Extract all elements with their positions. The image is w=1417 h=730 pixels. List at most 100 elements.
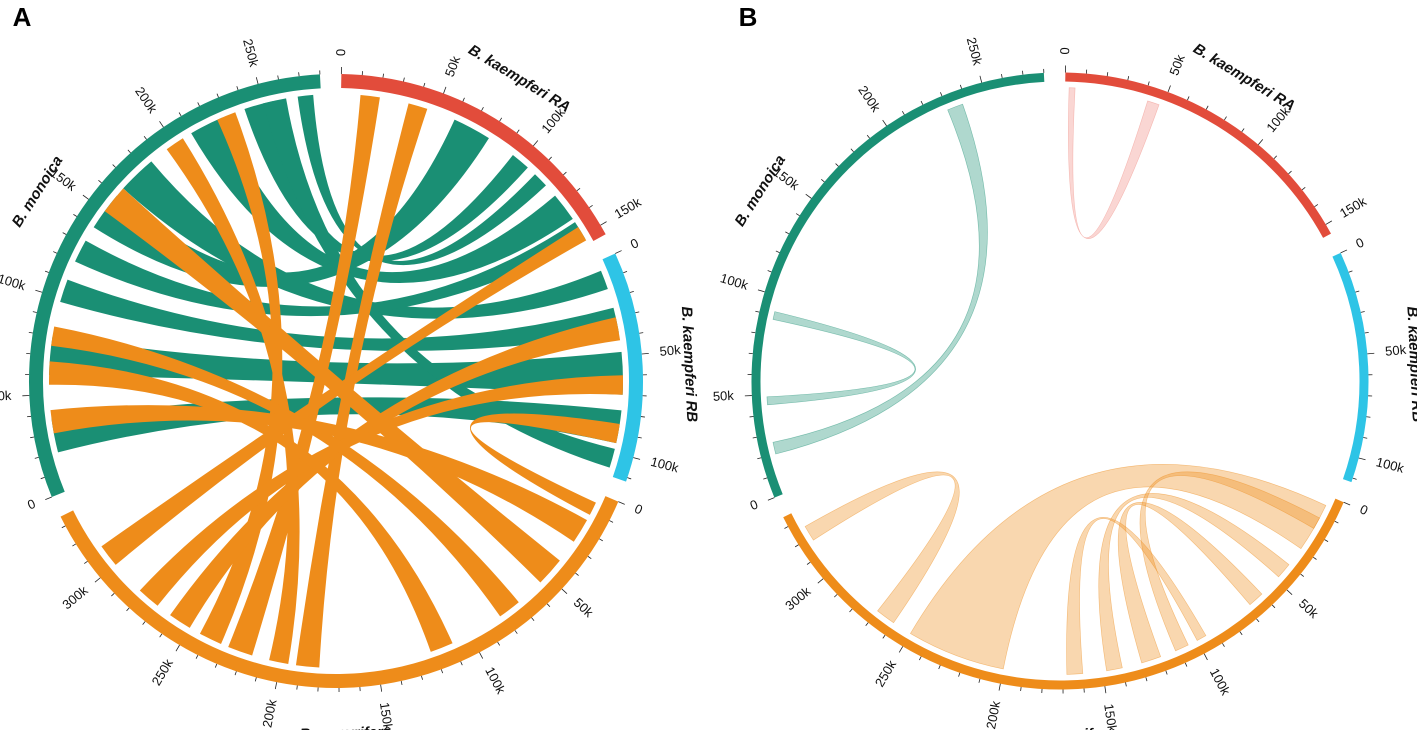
link-b-papyrifera-to-b-monoica [104,188,560,583]
tick-mark [850,148,854,153]
genome-band-b-kaempferi-rb [602,253,643,482]
tick-mark [919,656,922,661]
tick-mark [178,112,182,117]
link-b-papyrifera-to-b-monoica [166,138,300,664]
tick-label: 150k [377,701,396,730]
tick-mark [637,436,642,439]
tick-mark [533,140,539,147]
link-b-monoica-to-b-kaempferi-ra [297,94,546,266]
link-b-monoica-to-b-kaempferi-rb [49,336,624,395]
tick-mark [127,149,131,154]
genome-label-b-kaempferi-ra: B. kaempferi RA [465,41,573,116]
tick-mark [255,77,259,85]
genome-band-b-kaempferi-rb [1332,252,1369,483]
tick-label: 50k [571,595,597,621]
link-b-monoica-to-b-monoica [766,311,916,406]
tick-mark [1334,520,1339,524]
tick-mark [111,593,115,597]
tick-mark [84,560,88,564]
tick-mark [1106,72,1109,77]
link-b-monoica-to-b-kaempferi-ra [75,222,586,317]
tick-mark [1367,352,1375,355]
tick-mark [1147,81,1150,86]
tick-mark [775,250,780,253]
links-group [766,87,1327,675]
link-b-monoica-to-b-kaempferi-rb [60,279,619,351]
tick-mark [175,644,180,652]
links-group [48,94,624,668]
tick-mark [615,250,622,254]
tick-mark [44,270,49,273]
tick-mark [382,73,384,78]
tick-mark [1363,437,1368,439]
tick-mark [763,477,768,480]
tick-mark [499,117,503,122]
tick-mark [1355,290,1360,293]
link-b-papyrifera-to-b-papyrifera [1139,471,1320,652]
tick-mark [979,75,983,83]
tick-mark [898,646,904,653]
link-b-papyrifera-to-b-monoica [50,405,588,542]
tick-label: 0 [748,496,760,513]
tick-mark [1325,220,1333,225]
genome-label-b-monoica: B. monoica [731,152,789,229]
tick-mark [35,289,43,293]
panel-a-chord-diagram: A 0 50k 100k 150k B. kaempferi RA 0 50k 100k B. k… [0,2,700,730]
tick-label: 0 [25,496,37,513]
tick-mark [1184,662,1188,667]
panel-label-b: B [739,2,758,32]
tick-mark [784,526,789,529]
tick-label: 50k [1384,342,1407,359]
tick-mark [920,100,924,105]
tick-label: 0 [632,501,645,518]
tick-mark [1165,670,1168,675]
link-b-monoica-to-b-kaempferi-ra [191,117,573,283]
tick-mark [28,331,33,334]
tick-mark [1222,643,1225,647]
tick-mark [1288,170,1292,175]
genome-label-b-kaempferi-rb: B. kaempferi RB [678,306,700,423]
link-b-papyrifera-to-b-kaempferi-ra [228,95,380,656]
tick-mark [865,622,869,627]
tick-mark [73,214,77,217]
tick-mark [1145,677,1148,682]
tick-label: 300k [59,582,91,612]
tick-mark [531,617,535,622]
tick-mark [1364,332,1369,334]
tick-label: 200k [983,699,1003,730]
panel-b-chord-diagram: B 0 50k 100k 150k B. kaempferi RA 0 50k 100k B. k… [713,2,1417,730]
tick-mark [514,630,518,634]
genome-label-b-papyrifera: B. papyrifera [299,724,391,730]
link-b-monoica-to-b-kaempferi-rb [123,161,608,319]
tick-label: 0 [628,235,641,252]
tick-mark [72,543,77,547]
tick-mark [40,477,45,480]
tick-mark [1167,85,1171,93]
tick-mark [561,588,568,594]
tick-mark [639,332,644,334]
tick-mark [1241,128,1245,132]
tick-mark [817,578,824,584]
tick-mark [629,291,634,293]
tick-mark [1001,73,1003,79]
tick-label: 100k [1375,454,1407,476]
tick-label: 150k [1101,703,1120,730]
tick-label: 100k [719,270,751,293]
tick-mark [403,77,405,82]
tick-mark [296,685,298,690]
tick-mark [254,677,257,682]
tick-mark [978,678,981,683]
tick-label: 50k [713,388,735,404]
tick-mark [751,331,756,334]
tick-mark [866,134,870,139]
tick-mark [633,457,641,460]
tick-mark [216,93,219,98]
genome-label-b-papyrifera: B. papyrifera [1023,725,1115,730]
tick-mark [600,221,607,226]
tick-mark [1348,270,1353,273]
genome-band-b-kaempferi-ra [1065,72,1331,238]
tick-mark [599,538,603,542]
tick-mark [767,270,772,273]
tick-mark [380,684,383,692]
tick-label: 0 [333,49,348,56]
